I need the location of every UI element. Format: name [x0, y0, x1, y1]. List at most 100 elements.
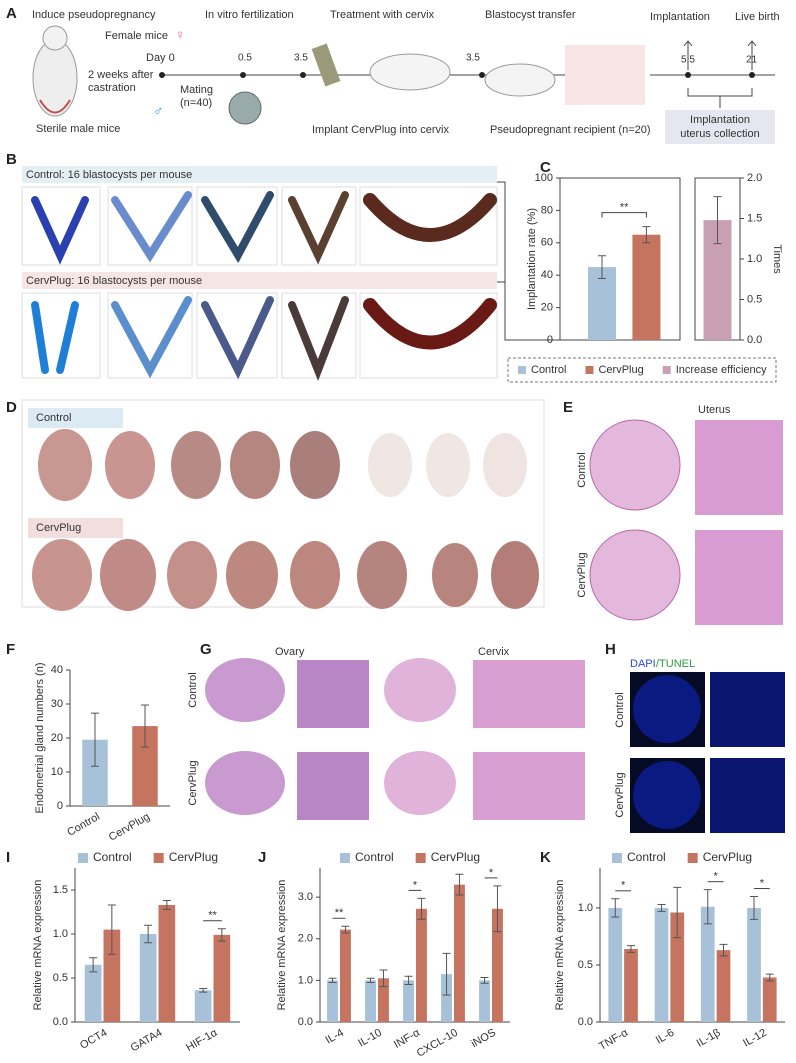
fluorescence-images [630, 672, 785, 833]
y-tick-label: 1.0 [747, 253, 762, 265]
female-label: Female mice [105, 30, 168, 42]
histology-image [589, 529, 681, 621]
x-tick-label: CervPlug [107, 811, 152, 844]
group-banner [22, 166, 497, 183]
significance-label: * [489, 867, 494, 879]
collection-label: Implantation [690, 114, 750, 126]
legend-swatch [78, 853, 88, 863]
bar [608, 907, 623, 1022]
panel-title: Uterus [698, 404, 731, 416]
x-tick-label: IL-12 [741, 1027, 769, 1050]
error-bar [657, 904, 666, 912]
step-label: Blastocyst transfer [485, 9, 576, 21]
y-tick-label: 0.5 [53, 972, 68, 984]
bar [624, 948, 638, 1022]
day-label: 3.5 [294, 53, 308, 64]
error-bar [626, 945, 635, 953]
bar [632, 234, 661, 340]
embryo-illustration [228, 91, 262, 125]
legend-swatch [153, 853, 164, 863]
uterus-image [201, 296, 274, 380]
bar [103, 929, 121, 1022]
y-tick-label: 0.0 [53, 1016, 68, 1028]
error-bar [107, 904, 116, 955]
bar [588, 267, 616, 340]
uterus-image [31, 301, 79, 374]
y-tick-label: 60 [541, 237, 553, 249]
uterus-image [111, 191, 192, 263]
histology-image [695, 420, 783, 515]
stain-label: DAPI [630, 658, 656, 670]
y2-axis-title: Times [771, 244, 783, 274]
bar [403, 980, 414, 1022]
x-tick-label: GATA4 [129, 1027, 165, 1055]
bar [365, 980, 376, 1022]
y-axis-title: Implantation rate (%) [526, 208, 538, 310]
uterus-illustration [565, 45, 645, 105]
y-tick-label: 30 [51, 698, 63, 710]
error-bar [765, 973, 774, 982]
panel-label: C [540, 159, 551, 176]
group-label: Control [614, 692, 626, 727]
panel-label: D [6, 399, 17, 416]
y-tick-label: 2.0 [747, 172, 762, 184]
panel-g: G Ovary Cervix Control CervPlug [187, 641, 585, 820]
legend-label: Control [531, 364, 566, 376]
uterus-image [201, 191, 274, 264]
group-banner [22, 272, 497, 289]
error-bar [442, 952, 451, 996]
group-label: CervPlug [187, 760, 199, 805]
legend-label: Control [355, 850, 394, 864]
y-tick-label: 0.0 [578, 1016, 593, 1028]
mating-label: (n=40) [180, 97, 212, 109]
group-label: Control [576, 452, 588, 487]
y-tick-label: 100 [535, 172, 553, 184]
uterus-image [31, 196, 89, 265]
error-bar [328, 977, 337, 983]
error-bar [480, 976, 489, 984]
legend-label: Increase efficiency [676, 364, 767, 376]
error-bar [366, 977, 375, 983]
histology-images [205, 658, 585, 820]
male-label: Sterile male mice [36, 123, 120, 135]
mouse-illustration [484, 63, 556, 97]
uterus-image [288, 191, 349, 265]
x-tick-label: TNF-α [597, 1026, 631, 1052]
panel-label: K [540, 849, 551, 866]
error-bar [455, 873, 464, 896]
legend-swatch [415, 853, 426, 863]
error-bar [341, 925, 350, 934]
significance-bracket [601, 212, 647, 218]
significance-label: * [760, 877, 765, 889]
error-bar [91, 712, 99, 767]
group-label: CervPlug [576, 552, 588, 597]
error-bar [642, 226, 651, 244]
castration-label: castration [88, 82, 136, 94]
legend-swatch [340, 853, 350, 863]
uterus-illustration [39, 99, 71, 114]
day-label: Day 0 [146, 52, 175, 64]
bar [194, 990, 212, 1022]
legend-label: CervPlug [431, 850, 480, 864]
y-tick-label: 3.0 [298, 891, 313, 903]
x-tick-label: iNOS [469, 1027, 498, 1051]
legend-label: CervPlug [598, 364, 643, 376]
group-label: Control [36, 412, 71, 424]
group-label: CervPlug: 16 blastocysts per mouse [26, 275, 202, 287]
panel-title: Cervix [478, 646, 510, 658]
panel-b: B Control: 16 blastocysts per mouse Cerv… [6, 151, 560, 381]
panel-label: E [563, 399, 573, 416]
bar [479, 980, 490, 1022]
histology-image [695, 530, 783, 625]
bar [654, 907, 669, 1022]
bar [492, 908, 503, 1022]
male-symbol: ♂ [153, 103, 164, 119]
panel-label: F [6, 641, 15, 658]
y-tick-label: 0.5 [578, 959, 593, 971]
error-bar [217, 928, 226, 942]
error-bar [417, 897, 426, 920]
timepoint [749, 72, 755, 78]
day-label: 0.5 [238, 53, 252, 64]
day-label: 3.5 [466, 53, 480, 64]
